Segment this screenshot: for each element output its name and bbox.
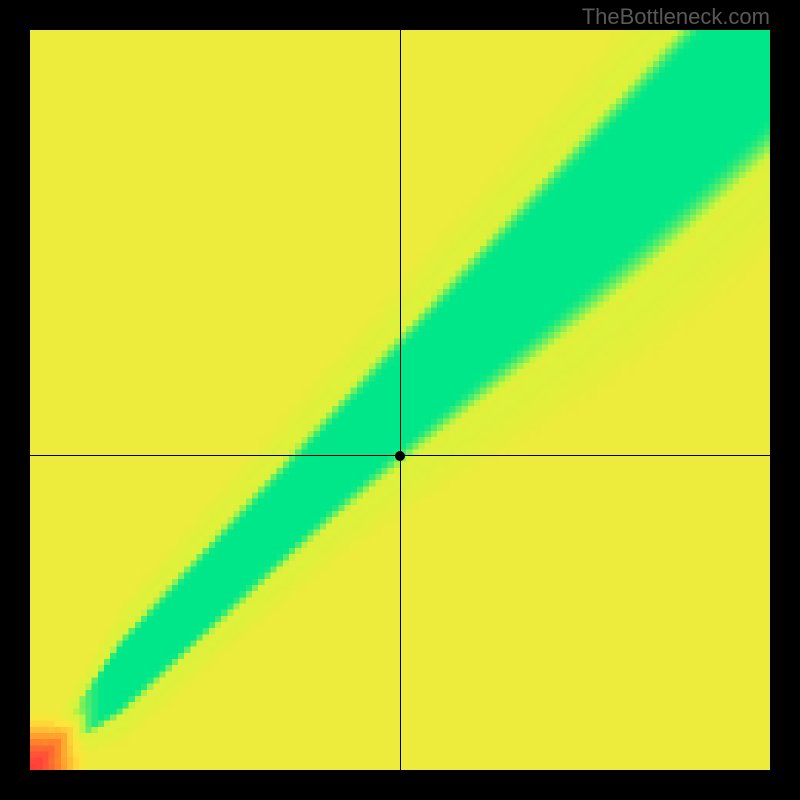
chart-container: TheBottleneck.com [0, 0, 800, 800]
crosshair-dot [395, 451, 405, 461]
watermark-text: TheBottleneck.com [582, 4, 770, 30]
crosshair-vertical [400, 30, 401, 770]
